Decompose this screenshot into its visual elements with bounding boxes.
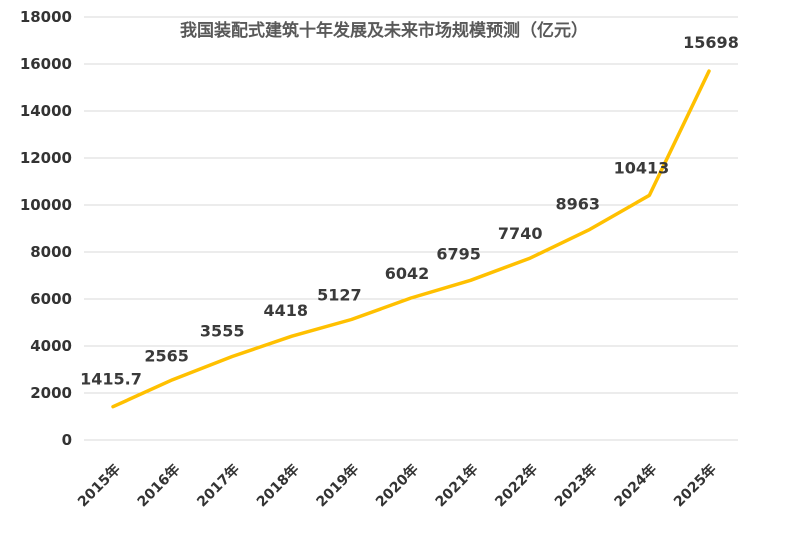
data-label: 7740: [498, 224, 543, 243]
data-label: 6042: [385, 264, 430, 283]
x-tick-label: 2020年: [372, 461, 421, 510]
x-tick-label: 2016年: [134, 461, 183, 510]
x-tick-label: 2015年: [74, 461, 123, 510]
y-tick-label: 2000: [30, 384, 72, 402]
data-label: 15698: [683, 33, 739, 52]
data-label: 10413: [614, 158, 670, 177]
y-tick-label: 18000: [20, 8, 72, 26]
x-tick-label: 2022年: [492, 461, 541, 510]
data-label: 5127: [317, 286, 362, 305]
gridlines: [84, 16, 738, 441]
x-tick-label: 2017年: [194, 461, 243, 510]
y-tick-label: 16000: [20, 55, 72, 73]
data-label: 6795: [436, 244, 481, 263]
x-axis-ticks: 2015年 2016年 2017年 2018年 2019年 2020年 2021年 2022年…: [74, 461, 719, 510]
y-tick-label: 14000: [20, 102, 72, 120]
y-tick-label: 6000: [30, 290, 72, 308]
y-axis-ticks: 0 2000 4000 6000 8000 10000 12000 14000 16000 180…: [20, 8, 72, 449]
chart-title: 我国装配式建筑十年发展及未来市场规模预测（亿元）: [180, 20, 588, 41]
data-label: 3555: [200, 321, 245, 340]
x-tick-label: 2025年: [670, 461, 719, 510]
y-tick-label: 10000: [20, 196, 72, 214]
x-tick-label: 2024年: [611, 461, 660, 510]
data-label: 2565: [144, 347, 189, 366]
y-tick-label: 12000: [20, 149, 72, 167]
data-label: 1415.7: [80, 370, 142, 389]
x-tick-label: 2018年: [253, 461, 302, 510]
y-tick-label: 4000: [30, 337, 72, 355]
data-label: 4418: [264, 301, 309, 320]
series-line: [111, 69, 711, 409]
x-tick-label: 2023年: [551, 461, 600, 510]
data-label: 8963: [556, 194, 601, 213]
y-tick-label: 0: [62, 431, 72, 449]
x-tick-label: 2021年: [432, 461, 481, 510]
y-tick-label: 8000: [30, 243, 72, 261]
x-tick-label: 2019年: [313, 461, 362, 510]
